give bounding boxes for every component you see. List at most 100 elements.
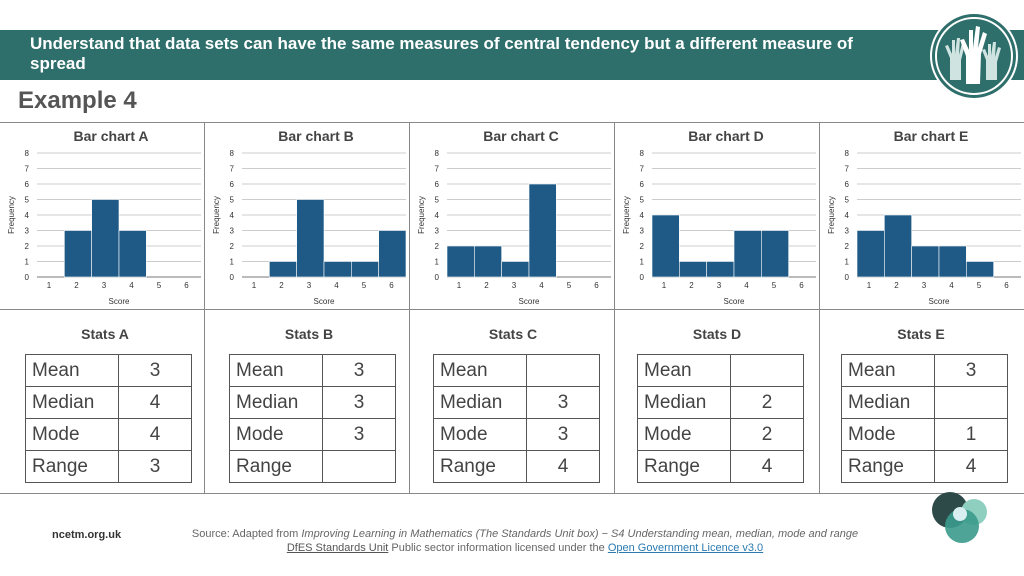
decorative-circles-icon xyxy=(932,492,987,543)
source-citation: Source: Adapted from Improving Learning … xyxy=(100,527,950,555)
y-axis-label: Frequency xyxy=(622,196,631,234)
column-divider xyxy=(204,122,205,494)
y-tick-label: 0 xyxy=(435,273,440,282)
stat-label: Mean xyxy=(25,354,119,387)
y-tick-label: 0 xyxy=(640,273,645,282)
x-tick-label: 4 xyxy=(744,281,749,290)
bar xyxy=(474,245,502,278)
table-row: Mode 1 xyxy=(841,418,1008,451)
x-tick-label: 4 xyxy=(129,281,134,290)
chart-title: Bar chart C xyxy=(483,128,558,144)
dfes-standards-link[interactable]: DfES Standards Unit xyxy=(286,542,389,554)
stat-label: Range xyxy=(637,450,731,483)
x-tick-label: 3 xyxy=(102,281,107,290)
table-row: Mean 3 xyxy=(25,354,192,387)
bar xyxy=(378,230,407,278)
y-tick-label: 5 xyxy=(435,196,440,205)
y-tick-label: 7 xyxy=(25,165,30,174)
y-tick-label: 6 xyxy=(230,180,235,189)
stats-title: Stats C xyxy=(488,326,538,342)
y-tick-label: 5 xyxy=(25,196,30,205)
y-tick-label: 4 xyxy=(435,211,440,220)
y-axis-label: Frequency xyxy=(212,196,221,234)
y-tick-label: 3 xyxy=(845,227,850,236)
y-tick-label: 3 xyxy=(435,227,440,236)
stat-value: 3 xyxy=(322,354,396,387)
source-title: Improving Learning in Mathematics (The S… xyxy=(301,528,859,540)
x-tick-label: 6 xyxy=(594,281,599,290)
stat-value: 3 xyxy=(526,386,600,419)
table-row: Median xyxy=(841,386,1008,419)
y-tick-label: 7 xyxy=(435,165,440,174)
y-tick-label: 6 xyxy=(435,180,440,189)
x-tick-label: 2 xyxy=(74,281,79,290)
y-tick-label: 6 xyxy=(640,180,645,189)
bar xyxy=(296,199,325,278)
table-row: Mode 2 xyxy=(637,418,804,451)
y-tick-label: 8 xyxy=(640,149,645,158)
bar xyxy=(91,199,120,278)
y-tick-label: 2 xyxy=(230,242,235,251)
table-row: Median 2 xyxy=(637,386,804,419)
x-axis-label: Score xyxy=(314,297,335,306)
x-tick-label: 5 xyxy=(567,281,572,290)
x-axis-label: Score xyxy=(929,297,950,306)
bar xyxy=(651,214,680,278)
chart-title: Bar chart A xyxy=(74,128,149,144)
y-tick-label: 4 xyxy=(845,211,850,220)
stats-title: Stats B xyxy=(284,326,334,342)
bar xyxy=(269,261,297,278)
stat-value: 3 xyxy=(118,354,192,387)
y-tick-label: 1 xyxy=(230,258,235,267)
table-row: Range 3 xyxy=(25,450,192,483)
stat-label: Mode xyxy=(433,418,527,451)
bar xyxy=(761,230,789,278)
licence-text: Public sector information licensed under… xyxy=(388,542,608,554)
bar xyxy=(884,214,912,278)
ogl-link[interactable]: Open Government Licence v3.0 xyxy=(607,542,764,554)
column-divider xyxy=(409,122,410,494)
header-banner: Understand that data sets can have the s… xyxy=(0,30,1024,80)
y-tick-label: 1 xyxy=(435,258,440,267)
table-row: Median 3 xyxy=(433,386,600,419)
stat-label: Median xyxy=(25,386,119,419)
content-grid xyxy=(0,122,1024,494)
x-tick-label: 4 xyxy=(949,281,954,290)
y-tick-label: 2 xyxy=(25,242,30,251)
stat-value: 3 xyxy=(322,418,396,451)
x-axis-label: Score xyxy=(724,297,745,306)
bar xyxy=(966,261,994,278)
x-tick-label: 1 xyxy=(662,281,667,290)
stat-label: Range xyxy=(433,450,527,483)
y-axis-label: Frequency xyxy=(827,196,836,234)
bar-chart-a: Bar chart A 0 1 2 3 4 5 6 7 8 1 2 3 4 5 6 Score Frequency xyxy=(7,128,201,306)
x-tick-label: 4 xyxy=(539,281,544,290)
stat-label: Range xyxy=(229,450,323,483)
bar xyxy=(446,245,475,278)
stat-value: 2 xyxy=(730,386,804,419)
y-tick-label: 8 xyxy=(845,149,850,158)
y-tick-label: 5 xyxy=(845,196,850,205)
table-row: Range 4 xyxy=(637,450,804,483)
x-tick-label: 1 xyxy=(457,281,462,290)
table-row: Median 4 xyxy=(25,386,192,419)
y-tick-label: 5 xyxy=(640,196,645,205)
y-tick-label: 3 xyxy=(25,227,30,236)
table-row: Mode 3 xyxy=(229,418,396,451)
table-row: Mean xyxy=(433,354,600,387)
bar-chart-e: Bar chart E 0 1 2 3 4 5 6 7 8 1 2 3 4 5 6 Score Frequency xyxy=(827,128,1021,306)
bar xyxy=(856,230,885,278)
x-tick-label: 2 xyxy=(484,281,489,290)
x-tick-label: 2 xyxy=(894,281,899,290)
x-tick-label: 1 xyxy=(47,281,52,290)
x-tick-label: 5 xyxy=(772,281,777,290)
x-axis-label: Score xyxy=(519,297,540,306)
x-tick-label: 5 xyxy=(362,281,367,290)
y-tick-label: 0 xyxy=(25,273,30,282)
y-tick-label: 8 xyxy=(435,149,440,158)
table-row: Mean 3 xyxy=(229,354,396,387)
y-tick-label: 8 xyxy=(230,149,235,158)
stat-value: 3 xyxy=(526,418,600,451)
x-tick-label: 6 xyxy=(389,281,394,290)
stat-value: 3 xyxy=(934,354,1008,387)
